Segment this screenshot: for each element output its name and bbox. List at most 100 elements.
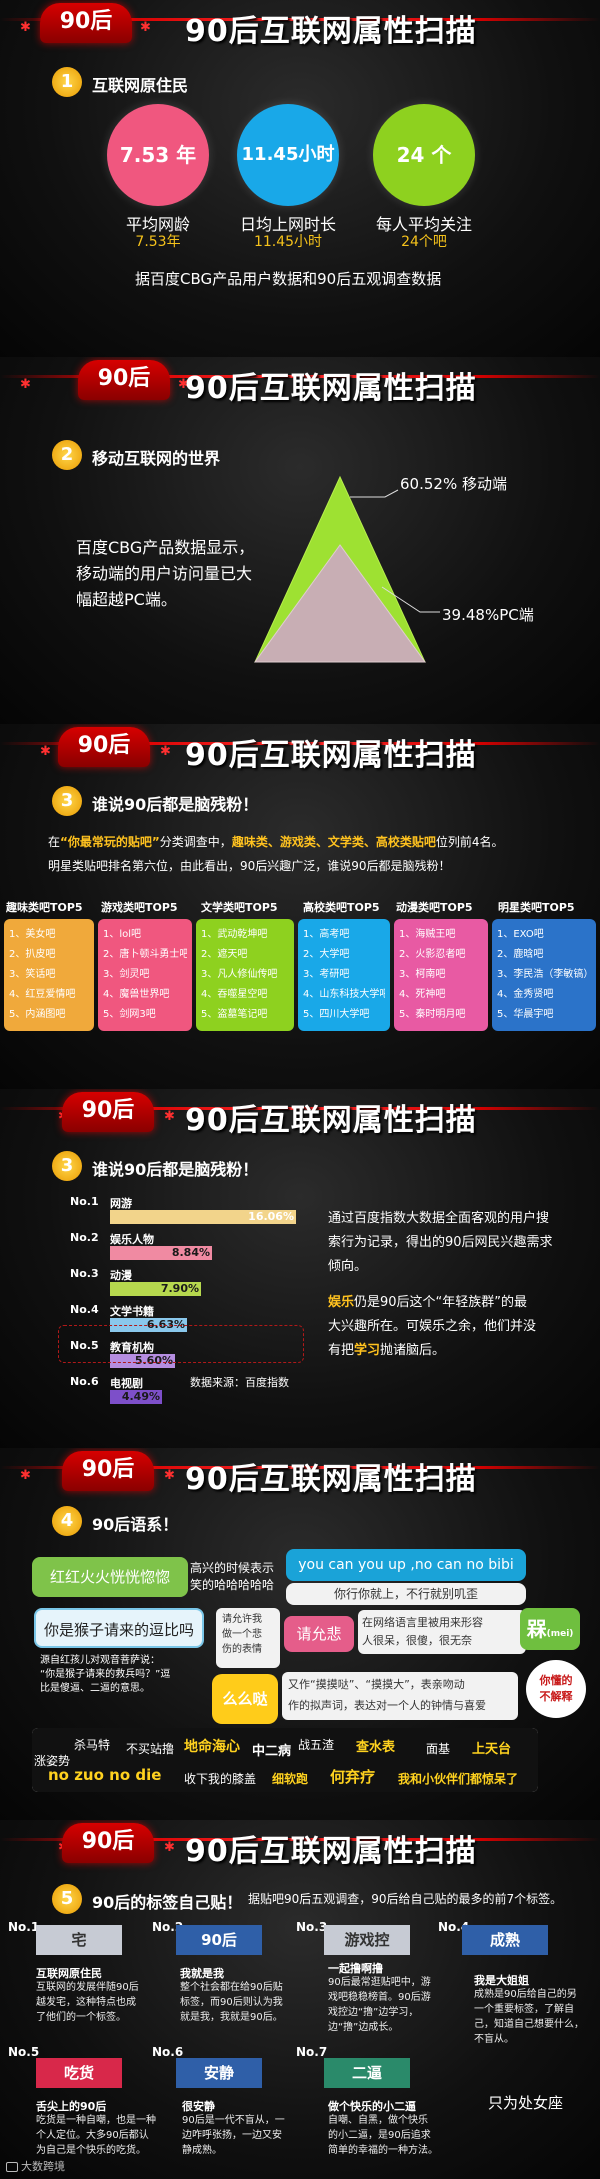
analysis-line4: 娱乐仍是90后这个“年轻族群”的最 (328, 1291, 527, 1315)
tag-gamer: 游戏控 (324, 1925, 410, 1955)
bar-category-label: 文学书籍 (110, 1305, 154, 1318)
red-ribbon (0, 375, 600, 378)
pc-share-triangle (254, 544, 426, 663)
tag-desc-line: 己，知道自己想要什么， (474, 2019, 584, 2030)
highlight-box (58, 1325, 304, 1363)
bar-rank: No.4 (70, 1303, 99, 1316)
bar-category-label: 动漫 (110, 1269, 132, 1282)
list-item: 1、EXO吧 (497, 929, 544, 940)
word: no zuo no die (48, 1766, 162, 1784)
90s-badge: 90后 (58, 727, 150, 767)
star-icon: ✱ (40, 744, 51, 759)
mobile-leader-line (350, 489, 399, 498)
stat-circle-netage: 7.53 年 (107, 104, 209, 206)
bar (110, 1282, 201, 1296)
section-header: ✱ 90后 ✱ 90后互联网属性扫描 (0, 724, 600, 773)
tag-rank: No.5 (8, 2045, 40, 2059)
watermark-text: 大数跨境 (21, 2160, 65, 2173)
nidongde-line: 你懂的 (539, 1674, 573, 1687)
cat-list-fun: 1、美女吧 2、扒皮吧 3、笑话吧 4、红豆爱情吧 5、内涵图吧 (4, 919, 94, 1031)
list-item: 1、美女吧 (9, 929, 56, 940)
slang-desc-you-can-you-up: 你行你就上，不行就别叽歪 (286, 1583, 526, 1605)
slang-desc-line: “你是猴子请来的救兵吗？”逗 (40, 1669, 171, 1680)
tieba-intro-line1: 在“你最常玩的贴吧”分类调查中，趣味类、游戏类、文学类、高校类贴吧位列前4名。 (48, 833, 503, 850)
section-number: 1 (52, 67, 82, 97)
section-number: 5 (52, 1884, 82, 1914)
90s-badge: 90后 (62, 1451, 154, 1491)
word: 何弃疗 (330, 1768, 376, 1786)
tag-title: 很安静 (182, 2100, 215, 2113)
90s-badge: 90后 (78, 360, 170, 400)
slang-bubble-mei: 槑(mei) (520, 1608, 580, 1650)
word: 收下我的膝盖 (184, 1772, 257, 1786)
tag-desc-line: 吃货是一种自嘲，也是一种 (36, 2115, 156, 2126)
section-title: 90后互联网属性扫描 (185, 14, 477, 49)
bar-rank: No.3 (70, 1267, 99, 1280)
bar (110, 1210, 296, 1224)
star-icon: ✱ (178, 377, 189, 392)
star-icon: ✱ (164, 1468, 175, 1483)
list-item: 3、凡人修仙传吧 (201, 969, 278, 980)
mei-pinyin: (mei) (546, 1629, 574, 1639)
bar-category-label: 电视剧 (110, 1377, 143, 1390)
tags-intro: 据贴吧90后五观调查，90后给自己贴的最多的前7个标签。 (248, 1892, 563, 1906)
tag-desc-line: 成熟是90后给自己的另 (474, 1989, 577, 2000)
tag-zhai: 宅 (36, 1925, 122, 1955)
pc-share-label: 39.48%PC端 (442, 606, 534, 624)
list-item: 1、高考吧 (303, 929, 350, 940)
section-header: ✱ 90后 ✱ 90后互联网属性扫描 (0, 0, 600, 49)
bar-category-label: 教育机构 (110, 1341, 154, 1354)
tag-erbi: 二逼 (324, 2058, 410, 2088)
analysis-line3: 倾向。 (328, 1259, 368, 1274)
tag-rank: No.7 (296, 2045, 328, 2059)
analysis-line2: 索行为记录，得出的90后网民兴趣需求 (328, 1235, 553, 1250)
tag-desc-line: 为自己是个快乐的吃货。 (36, 2145, 146, 2156)
slang-bubble-nidongde: 你懂的 不解释 (526, 1660, 586, 1718)
tag-quiet: 安静 (176, 2058, 262, 2088)
intro-text: 位列前4名。 (435, 835, 504, 849)
section-title: 90后互联网属性扫描 (185, 1462, 477, 1497)
cat-head-anime: 动漫类吧TOP5 (396, 901, 473, 914)
mobile-vs-pc-pyramid (254, 475, 440, 663)
tag-title: 互联网原住民 (36, 1967, 102, 1980)
slang-bubble-memeda: 么么哒 (212, 1674, 278, 1724)
bottom-note: 只为处女座 (488, 2094, 564, 2112)
tag-rank: No.3 (296, 1920, 328, 1934)
list-item: 4、红豆爱情吧 (9, 989, 76, 1000)
word: 战五渣 (298, 1738, 335, 1752)
red-ribbon (0, 1838, 600, 1841)
tag-desc-line: 戏吧稳稳榜首。90后游 (328, 1992, 431, 2003)
tag-title: 做个快乐的小二逼 (328, 2100, 416, 2113)
analysis-line1: 通过百度指数大数据全面客观的用户搜 (328, 1211, 550, 1226)
tag-desc-line: 简单的幸福的一种方法。 (328, 2145, 438, 2156)
tag-desc-line: 了他们的一个标签。 (36, 2012, 126, 2023)
highlight-study: 学习 (354, 1343, 381, 1358)
list-item: 2、大学吧 (303, 949, 350, 960)
star-icon: ✱ (160, 744, 171, 759)
tag-desc-line: 就是我，我就是90后。 (180, 2012, 283, 2023)
section-heading: 90后语系！ (92, 1515, 179, 1534)
tag-desc-line: 不盲从。 (474, 2034, 514, 2045)
tag-foodie: 吃货 (36, 2058, 122, 2088)
mobile-text-line3: 幅超越PC端。 (76, 590, 177, 609)
word: 杀马特 (74, 1738, 111, 1752)
word: 地命海心 (184, 1739, 240, 1755)
word-cloud-dark (32, 1728, 538, 1792)
tag-desc-line: 互联网的发展伴随90后 (36, 1982, 139, 1993)
section-title: 90后互联网属性扫描 (185, 1834, 477, 1869)
list-item: 3、考研吧 (303, 969, 350, 980)
90s-badge: 90后 (62, 1092, 154, 1132)
slang-desc-line: 伤的表情 (222, 1644, 262, 1655)
list-item: 1、海贼王吧 (399, 929, 456, 940)
section-header: ✱ 90后 ✱ 90后互联网属性扫描 (0, 357, 600, 406)
word: 中二病 (252, 1744, 292, 1759)
slang-bubble-doubi: 你是猴子请来的逗比吗 (34, 1608, 204, 1648)
slang-desc-box (358, 1610, 526, 1654)
slang-desc-box (216, 1608, 280, 1668)
stat-label-follow: 每人平均关注 (375, 215, 472, 234)
red-ribbon (0, 1466, 600, 1469)
bar-category-label: 网游 (110, 1197, 132, 1210)
slang-desc-box (282, 1672, 518, 1720)
90s-badge: 90后 (62, 1823, 154, 1863)
word: 查水表 (356, 1740, 396, 1755)
